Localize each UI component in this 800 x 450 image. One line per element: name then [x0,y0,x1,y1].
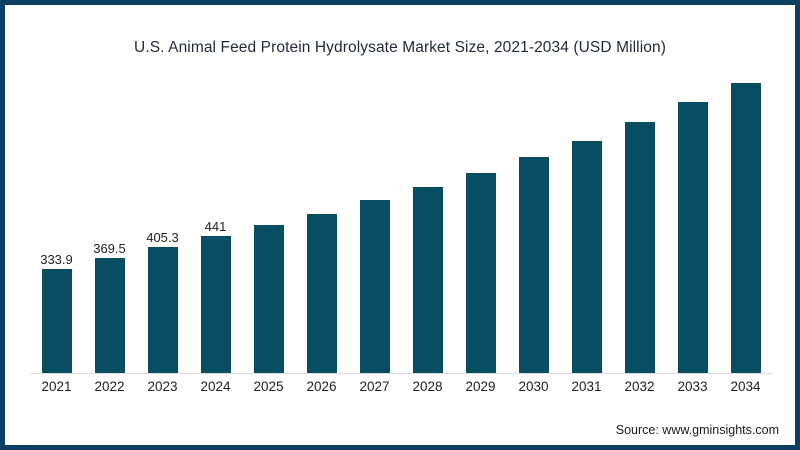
x-tick-label-2025: 2025 [253,379,284,394]
x-tick-label-2034: 2034 [730,379,761,394]
bar-2021 [41,269,72,373]
bar-slot-2028 [401,75,454,373]
bar-slot-2026 [295,75,348,373]
bar-2033 [677,102,708,373]
x-axis: 2021 2022 2023 2024 2025 2026 2027 2028 2029 2030… [30,379,772,394]
chart-title: U.S. Animal Feed Protein Hydrolysate Mar… [134,39,666,56]
bar-2027 [359,200,390,373]
x-tick-label-2026: 2026 [306,379,337,394]
bar-2026 [306,214,337,373]
bar-slot-2027 [348,75,401,373]
plot-area: 333.9 369.5 405.3 441 [30,75,772,374]
bar-slot-2023: 405.3 [136,75,189,373]
bar-value-label-2022: 369.5 [93,241,126,256]
bar-value-label-2021: 333.9 [40,252,73,267]
x-tick-label-2028: 2028 [412,379,443,394]
bar-slot-2030 [507,75,560,373]
x-tick-label-2027: 2027 [359,379,390,394]
bar-2024 [200,236,231,373]
bar-2032 [624,122,655,373]
bar-slot-2025 [242,75,295,373]
bar-2023 [147,247,178,373]
x-tick-label-2021: 2021 [41,379,72,394]
bar-slot-2033 [666,75,719,373]
bar-slot-2029 [454,75,507,373]
bar-slot-2032 [613,75,666,373]
bar-2031 [571,141,602,373]
x-tick-label-2022: 2022 [94,379,125,394]
bar-2028 [412,187,443,373]
x-tick-label-2033: 2033 [677,379,708,394]
x-tick-label-2023: 2023 [147,379,178,394]
bar-slot-2034 [719,75,772,373]
bar-value-label-2024: 441 [204,219,227,234]
bar-2034 [730,83,761,373]
x-tick-label-2032: 2032 [624,379,655,394]
bars-row: 333.9 369.5 405.3 441 [30,75,772,373]
bar-2022 [94,258,125,373]
bar-2029 [465,173,496,373]
bar-slot-2022: 369.5 [83,75,136,373]
bar-slot-2021: 333.9 [30,75,83,373]
x-tick-label-2029: 2029 [465,379,496,394]
x-tick-label-2031: 2031 [571,379,602,394]
x-tick-label-2024: 2024 [200,379,231,394]
bar-value-label-2023: 405.3 [146,230,179,245]
bar-2025 [253,225,284,373]
bar-2030 [518,157,549,373]
source-note: Source: www.gminsights.com [615,423,779,437]
bar-slot-2031 [560,75,613,373]
bar-slot-2024: 441 [189,75,242,373]
x-tick-label-2030: 2030 [518,379,549,394]
